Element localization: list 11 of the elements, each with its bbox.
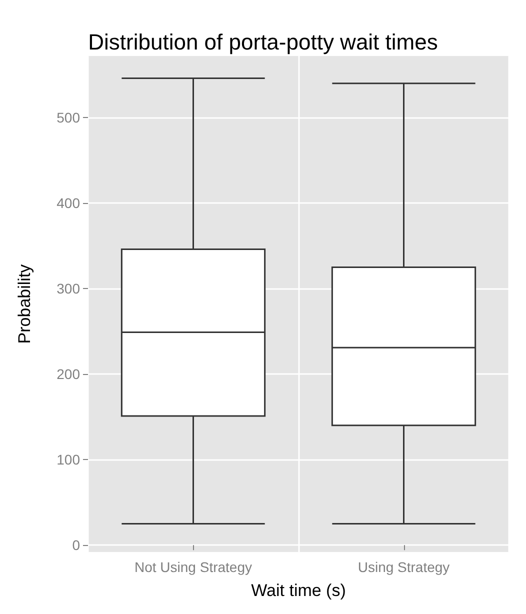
y-tick-label: 200 xyxy=(56,366,80,382)
y-tick-label: 300 xyxy=(56,280,80,297)
x-tick-label: Using Strategy xyxy=(358,559,450,575)
x-axis-title: Wait time (s) xyxy=(251,581,346,600)
y-tick-label: 100 xyxy=(56,452,80,468)
y-tick-label: 500 xyxy=(56,110,80,126)
y-tick-label: 400 xyxy=(56,195,80,212)
chart-title: Distribution of porta-potty wait times xyxy=(88,30,438,54)
x-tick-label: Not Using Strategy xyxy=(134,559,252,575)
y-axis-title: Probability xyxy=(15,264,34,344)
y-tick-label: 0 xyxy=(72,537,80,554)
